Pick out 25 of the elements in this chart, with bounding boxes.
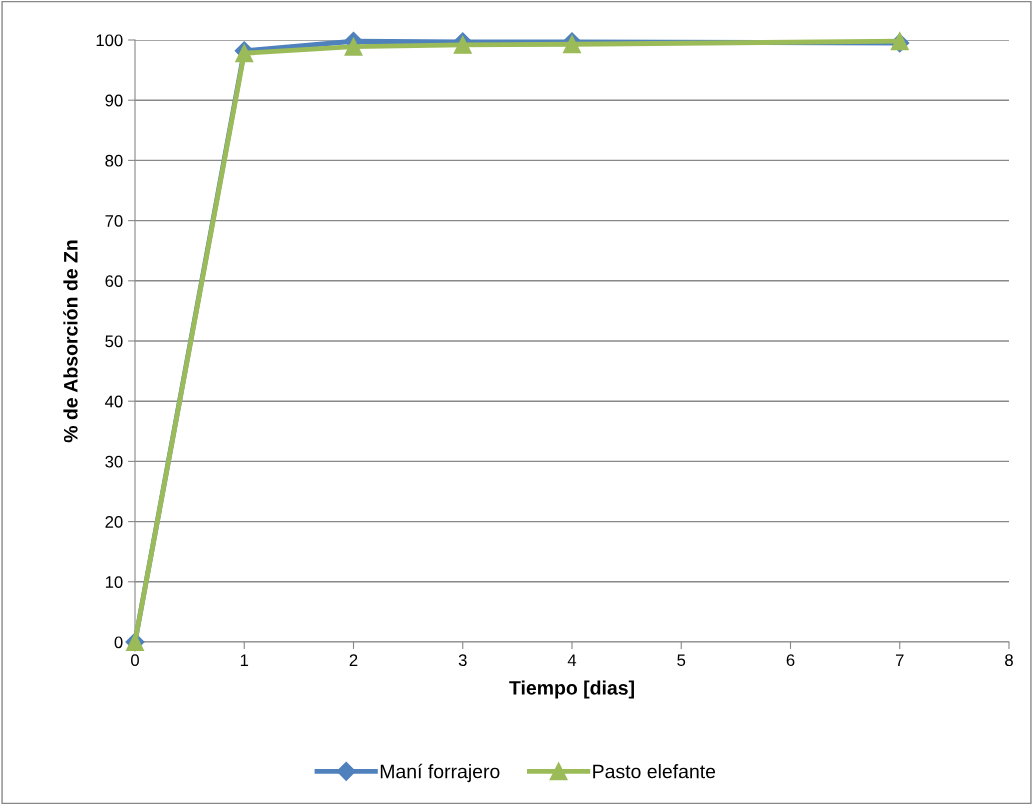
y-tick-label: 70: [105, 215, 123, 227]
x-tick-label: 5: [677, 654, 686, 667]
x-tick-label: 0: [131, 654, 139, 667]
y-tick-label: 40: [105, 395, 123, 408]
y-tick-label: 90: [105, 94, 123, 107]
y-tick-label: 10: [105, 576, 123, 588]
x-tick-label: 1: [240, 654, 249, 666]
legend-label: Pasto elefante: [593, 764, 716, 779]
x-tick-label: 6: [786, 654, 795, 667]
y-tick-label: 60: [105, 275, 123, 287]
x-tick-label: 2: [349, 654, 358, 666]
x-tick-label: 3: [458, 654, 467, 667]
x-tick-label: 4: [567, 654, 577, 666]
y-axis-title: % de Absorción de Zn: [63, 240, 78, 443]
point: [344, 37, 363, 56]
y-tick-label: 0: [114, 636, 123, 649]
y-tick-label: 100: [96, 34, 123, 47]
y-tick-label: 20: [105, 516, 123, 528]
y-tick-label: 30: [105, 455, 123, 468]
y-tick-label: 80: [105, 154, 123, 167]
y-tick-label: 50: [105, 335, 123, 348]
x-tick-label: 7: [895, 654, 904, 666]
x-axis-title: Tiempo [dias]: [509, 680, 634, 699]
x-tick-label: 8: [1005, 654, 1013, 667]
legend-label: Maní forrajero: [380, 763, 500, 783]
